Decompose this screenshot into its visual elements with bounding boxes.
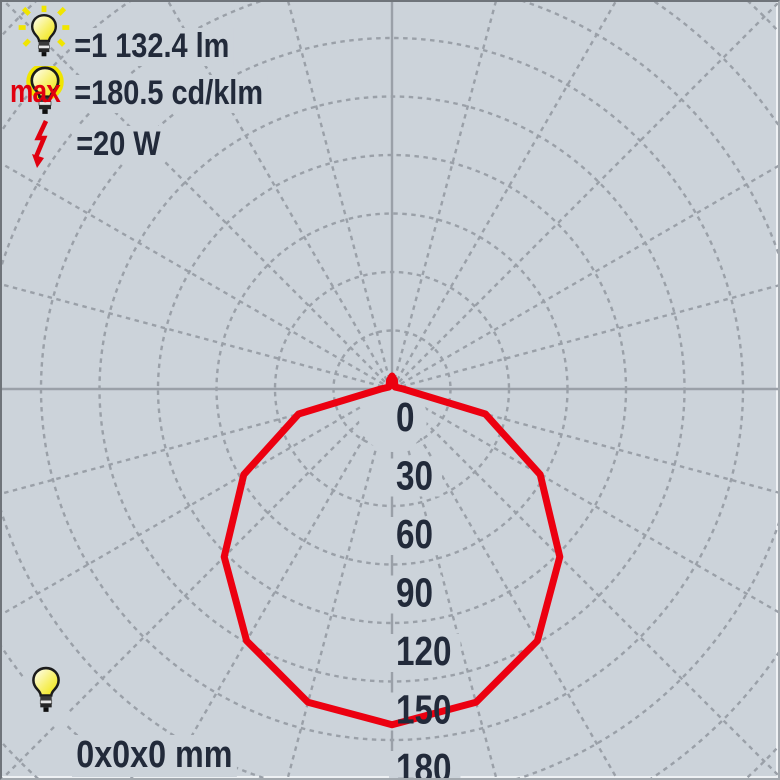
grid-spoke <box>401 390 778 494</box>
grid-spoke <box>393 398 498 778</box>
max-intensity-value: =180.5 cd/klm <box>70 75 268 113</box>
radial-label-clearing <box>389 575 442 614</box>
grid-spoke <box>2 390 383 495</box>
intensity-curve <box>220 372 564 729</box>
grid-spoke <box>287 2 391 380</box>
grid-spoke <box>2 162 384 386</box>
radial-axis-label: 150 <box>396 687 452 733</box>
radial-label-clearing <box>389 458 442 497</box>
bulb-rays-icon <box>16 5 72 72</box>
radial-axis-label: 180 <box>396 745 452 780</box>
radial-axis-label: 90 <box>396 570 433 616</box>
lightning-icon <box>28 119 56 174</box>
radial-label-clearing <box>389 400 424 438</box>
max-overlay-text: max <box>10 73 61 109</box>
luminous-flux-value: =1 132.4 lm <box>70 28 234 66</box>
grid-spoke <box>398 395 778 777</box>
grid-spoke <box>401 284 778 388</box>
bulb-max-icon <box>26 63 64 123</box>
radial-label-clearing <box>389 751 461 778</box>
grid-spoke <box>398 2 778 383</box>
luminaire-dimensions-label: 0x0x0 mm <box>72 735 237 777</box>
grid-spoke <box>2 392 384 616</box>
radial-label-clearing <box>389 634 461 672</box>
grid-spoke <box>2 395 386 778</box>
grid-spoke <box>395 2 617 381</box>
grid-spoke <box>395 397 618 778</box>
grid-spoke <box>286 398 391 778</box>
grid-spoke <box>167 2 389 381</box>
radial-axis-label: 0 <box>396 394 415 440</box>
bulb-icon <box>24 662 68 725</box>
radial-axis-label: 30 <box>396 453 433 499</box>
power-value: =20 W <box>72 126 165 164</box>
grid-spoke <box>2 283 383 388</box>
radial-axis-label: 60 <box>396 511 433 557</box>
grid-spoke <box>400 164 778 386</box>
radial-label-clearing <box>389 517 442 555</box>
grid-spoke <box>3 2 386 383</box>
grid-spoke <box>166 397 389 778</box>
radial-axis-label: 120 <box>396 628 452 674</box>
grid-spoke <box>393 2 497 380</box>
grid-spoke <box>400 392 778 614</box>
